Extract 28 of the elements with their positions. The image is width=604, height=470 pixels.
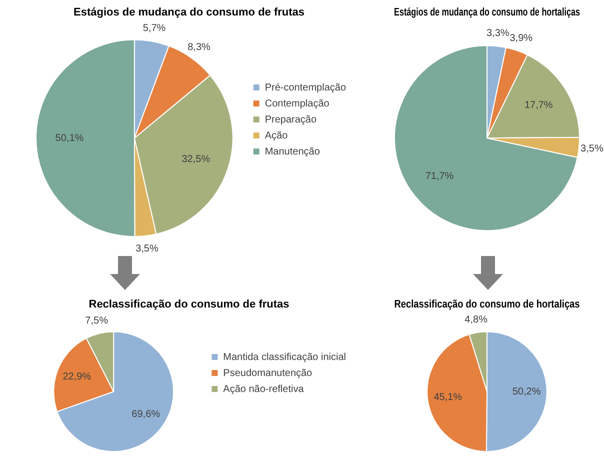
legend-label: Preparação [264, 114, 317, 126]
data-label: 5,7% [142, 23, 166, 34]
data-label: 45,1% [434, 392, 462, 404]
data-label: 71,7% [425, 171, 454, 182]
data-label: 50,1% [55, 132, 84, 144]
data-label: 32,5% [182, 154, 210, 165]
legend-label: Ação [264, 130, 288, 142]
chart-title: Estágios de mudança do consumo de frutas [73, 6, 305, 19]
legend-label: Pseudomanutenção [223, 368, 313, 379]
data-label: 3,5% [580, 144, 604, 155]
data-label: 3,5% [136, 244, 158, 255]
data-label: 22,9% [62, 372, 92, 383]
chart-title: Reclassificação do consumo de hortaliças [394, 298, 580, 311]
chart-title: Estágios de mudança do consumo de hortaliças [394, 6, 580, 20]
legend-label: Contemplação [264, 98, 330, 110]
legend-label: Pré-contemplação [264, 82, 346, 94]
legend-label: Mantida classificação inicial [223, 352, 346, 363]
data-label: 3,3% [486, 28, 510, 39]
data-label: 17,7% [524, 100, 553, 112]
data-label: 50,2% [512, 386, 541, 398]
legend-label: Manutenção [264, 146, 320, 158]
data-label: 3,9% [510, 33, 533, 44]
data-label: 8,3% [188, 42, 210, 54]
data-label: 7,5% [85, 315, 108, 326]
data-label: 4,8% [464, 314, 488, 326]
chart-title: Reclassificação do consumo de frutas [88, 298, 290, 311]
legend-label: Ação não-refletiva [223, 384, 304, 395]
data-label: 69,6% [132, 409, 160, 420]
